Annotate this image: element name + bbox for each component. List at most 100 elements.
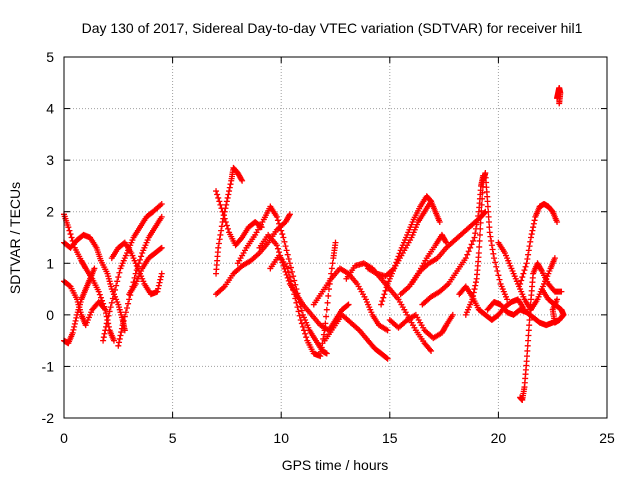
y-tick-label: 5 xyxy=(46,49,54,65)
data-point xyxy=(68,234,75,241)
data-point xyxy=(224,194,231,201)
data-point xyxy=(328,265,335,272)
data-point xyxy=(467,244,474,251)
data-point xyxy=(96,291,103,298)
data-point xyxy=(488,242,495,249)
data-point xyxy=(110,337,117,344)
data-point xyxy=(116,269,123,276)
data-point xyxy=(214,191,221,198)
data-point xyxy=(524,255,531,262)
data-point xyxy=(484,203,491,210)
data-point xyxy=(218,205,225,212)
data-point xyxy=(156,279,163,286)
data-point xyxy=(226,188,233,195)
data-point xyxy=(426,346,433,353)
data-point xyxy=(526,317,533,324)
x-tick-label: 5 xyxy=(169,430,177,446)
data-point xyxy=(465,248,472,255)
data-point xyxy=(110,291,117,298)
data-point xyxy=(297,317,304,324)
series-arc-15 xyxy=(321,311,391,362)
data-point xyxy=(292,281,299,288)
data-point xyxy=(525,251,532,258)
data-point xyxy=(427,197,434,204)
data-point xyxy=(523,260,530,267)
data-point xyxy=(66,282,73,289)
series-arc-14 xyxy=(267,239,339,360)
chart-title: Day 130 of 2017, Sidereal Day-to-day VTE… xyxy=(82,20,583,36)
data-point xyxy=(226,184,233,191)
data-point xyxy=(223,198,230,205)
data-point xyxy=(320,331,327,338)
data-point xyxy=(323,350,330,357)
data-point xyxy=(298,307,305,314)
data-point xyxy=(519,274,526,281)
data-point xyxy=(525,327,532,334)
data-point xyxy=(238,235,245,242)
data-point xyxy=(290,273,297,280)
data-point xyxy=(218,223,225,230)
data-point xyxy=(289,282,296,289)
data-point xyxy=(138,253,145,260)
data-point xyxy=(529,227,536,234)
data-point xyxy=(471,286,478,293)
data-point xyxy=(325,292,332,299)
data-point xyxy=(530,224,537,231)
data-point xyxy=(287,264,294,271)
data-point xyxy=(126,296,133,303)
data-point xyxy=(551,255,558,262)
data-point xyxy=(472,279,479,286)
data-point xyxy=(278,227,285,234)
data-point xyxy=(488,237,495,244)
data-point xyxy=(492,259,499,266)
series-arc-28 xyxy=(517,200,561,287)
data-point xyxy=(468,241,475,248)
series-arc-09 xyxy=(213,164,246,277)
data-point xyxy=(280,234,287,241)
data-point xyxy=(105,312,112,319)
data-point xyxy=(102,327,109,334)
data-point xyxy=(526,322,533,329)
data-point xyxy=(504,296,511,303)
data-point xyxy=(115,342,122,349)
data-point xyxy=(113,282,120,289)
data-point xyxy=(484,198,491,205)
data-point xyxy=(131,274,138,281)
data-point xyxy=(464,251,471,258)
data-point xyxy=(222,219,229,226)
data-point xyxy=(157,245,164,252)
data-point xyxy=(472,282,479,289)
series-arc-20 xyxy=(386,311,456,342)
data-point xyxy=(118,329,125,336)
data-point xyxy=(107,304,114,311)
data-point xyxy=(523,353,530,360)
series-arc-31 xyxy=(554,84,564,107)
series-arc-19 xyxy=(378,193,435,308)
data-point xyxy=(395,253,402,260)
data-point xyxy=(383,284,390,291)
data-point xyxy=(117,332,124,339)
data-point xyxy=(283,247,290,254)
data-point xyxy=(436,219,443,226)
data-point xyxy=(495,272,502,279)
data-point xyxy=(238,176,245,183)
data-point xyxy=(158,270,165,277)
data-point xyxy=(106,308,113,315)
data-point xyxy=(155,285,162,292)
data-point xyxy=(471,234,478,241)
data-point xyxy=(523,358,530,365)
data-point xyxy=(291,277,298,284)
data-point xyxy=(473,221,480,228)
data-point xyxy=(279,231,286,238)
data-point xyxy=(114,278,121,285)
data-point xyxy=(475,213,482,220)
series-arc-24 xyxy=(462,170,511,318)
data-point xyxy=(477,219,484,226)
data-point xyxy=(318,344,325,351)
data-point xyxy=(324,299,331,306)
data-point xyxy=(66,227,73,234)
data-point xyxy=(318,348,325,355)
data-point xyxy=(102,306,109,313)
data-point xyxy=(476,231,483,238)
data-point xyxy=(277,224,284,231)
